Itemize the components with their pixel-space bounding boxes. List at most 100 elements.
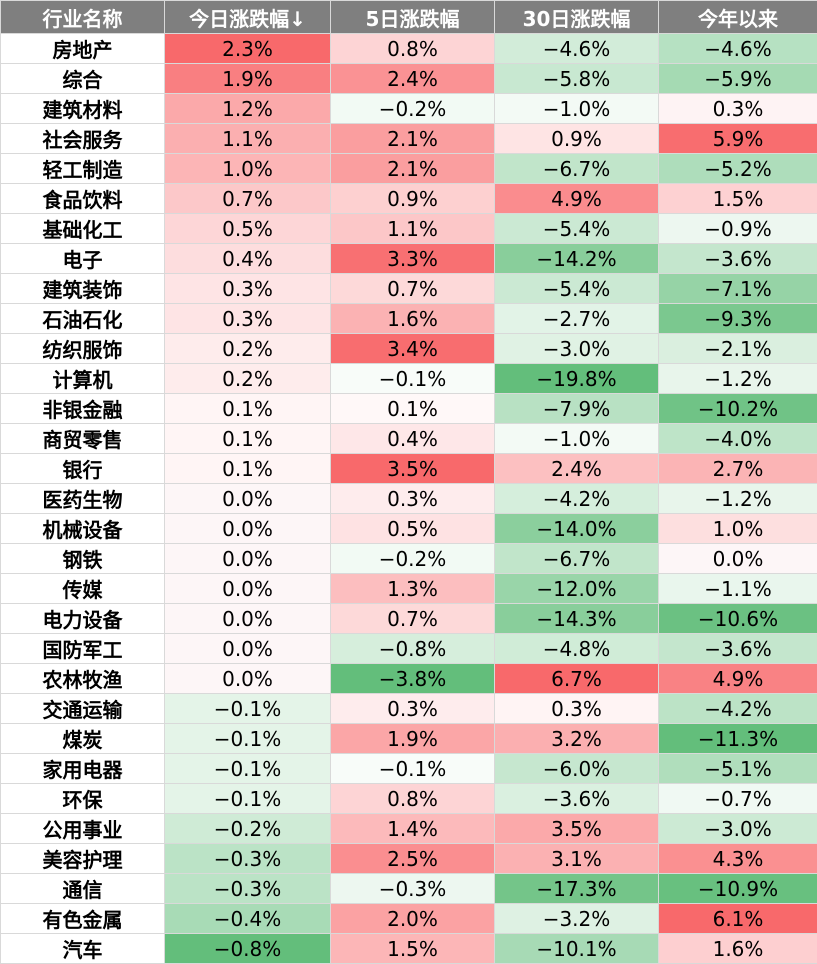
ytd-change-cell: −10.6% [659, 604, 817, 634]
column-header-year-to-date[interactable]: 今年以来 [659, 1, 817, 34]
30-day-change-cell: 0.3% [495, 694, 659, 724]
industry-name-cell: 综合 [1, 64, 165, 94]
today-change-cell: 0.1% [165, 454, 331, 484]
today-change-cell: 0.0% [165, 664, 331, 694]
5-day-change-cell: 1.5% [331, 934, 495, 964]
ytd-change-cell: −5.2% [659, 154, 817, 184]
30-day-change-cell: 2.4% [495, 454, 659, 484]
ytd-change-cell: −4.6% [659, 34, 817, 64]
5-day-change-cell: −0.2% [331, 94, 495, 124]
5-day-change-cell: 0.9% [331, 184, 495, 214]
table-row: 有色金属−0.4%2.0%−3.2%6.1% [1, 904, 817, 934]
today-change-cell: −0.8% [165, 934, 331, 964]
table-row: 交通运输−0.1%0.3%0.3%−4.2% [1, 694, 817, 724]
industry-name-cell: 建筑装饰 [1, 274, 165, 304]
column-header-industry-name: 行业名称 [1, 1, 165, 34]
ytd-change-cell: −1.2% [659, 364, 817, 394]
header-row: 行业名称 今日涨跌幅↓ 5日涨跌幅 30日涨跌幅 今年以来 [1, 1, 817, 34]
industry-name-cell: 房地产 [1, 34, 165, 64]
today-change-cell: 0.3% [165, 274, 331, 304]
30-day-change-cell: −14.0% [495, 514, 659, 544]
column-header-30-day-change[interactable]: 30日涨跌幅 [495, 1, 659, 34]
today-change-cell: 0.0% [165, 544, 331, 574]
industry-name-cell: 食品饮料 [1, 184, 165, 214]
industry-name-cell: 美容护理 [1, 844, 165, 874]
5-day-change-cell: 0.7% [331, 604, 495, 634]
ytd-change-cell: −3.0% [659, 814, 817, 844]
column-header-5-day-change[interactable]: 5日涨跌幅 [331, 1, 495, 34]
5-day-change-cell: 1.1% [331, 214, 495, 244]
ytd-change-cell: 5.9% [659, 124, 817, 154]
30-day-change-cell: −12.0% [495, 574, 659, 604]
30-day-change-cell: 3.5% [495, 814, 659, 844]
ytd-change-cell: −5.1% [659, 754, 817, 784]
30-day-change-cell: −17.3% [495, 874, 659, 904]
today-change-cell: 0.0% [165, 634, 331, 664]
industry-name-cell: 银行 [1, 454, 165, 484]
today-change-cell: −0.2% [165, 814, 331, 844]
today-change-cell: −0.4% [165, 904, 331, 934]
5-day-change-cell: 3.5% [331, 454, 495, 484]
ytd-change-cell: −3.6% [659, 244, 817, 274]
5-day-change-cell: 0.8% [331, 34, 495, 64]
30-day-change-cell: 3.2% [495, 724, 659, 754]
5-day-change-cell: 2.1% [331, 154, 495, 184]
industry-name-cell: 有色金属 [1, 904, 165, 934]
5-day-change-cell: 1.3% [331, 574, 495, 604]
ytd-change-cell: −4.0% [659, 424, 817, 454]
5-day-change-cell: 1.6% [331, 304, 495, 334]
5-day-change-cell: 1.4% [331, 814, 495, 844]
ytd-change-cell: −11.3% [659, 724, 817, 754]
30-day-change-cell: −1.0% [495, 94, 659, 124]
5-day-change-cell: 0.1% [331, 394, 495, 424]
5-day-change-cell: 3.4% [331, 334, 495, 364]
industry-name-cell: 社会服务 [1, 124, 165, 154]
ytd-change-cell: −9.3% [659, 304, 817, 334]
industry-name-cell: 建筑材料 [1, 94, 165, 124]
ytd-change-cell: −3.6% [659, 634, 817, 664]
5-day-change-cell: 2.4% [331, 64, 495, 94]
5-day-change-cell: 2.1% [331, 124, 495, 154]
today-change-cell: −0.1% [165, 724, 331, 754]
5-day-change-cell: 0.4% [331, 424, 495, 454]
industry-name-cell: 钢铁 [1, 544, 165, 574]
industry-name-cell: 国防军工 [1, 634, 165, 664]
ytd-change-cell: 6.1% [659, 904, 817, 934]
ytd-change-cell: −10.9% [659, 874, 817, 904]
30-day-change-cell: −6.7% [495, 544, 659, 574]
column-header-today-change[interactable]: 今日涨跌幅↓ [165, 1, 331, 34]
5-day-change-cell: −0.8% [331, 634, 495, 664]
industry-name-cell: 煤炭 [1, 724, 165, 754]
30-day-change-cell: −4.6% [495, 34, 659, 64]
ytd-change-cell: 0.0% [659, 544, 817, 574]
30-day-change-cell: −14.2% [495, 244, 659, 274]
5-day-change-cell: 0.8% [331, 784, 495, 814]
today-change-cell: −0.3% [165, 874, 331, 904]
30-day-change-cell: −5.4% [495, 214, 659, 244]
30-day-change-cell: −6.0% [495, 754, 659, 784]
table-row: 环保−0.1%0.8%−3.6%−0.7% [1, 784, 817, 814]
table-row: 通信−0.3%−0.3%−17.3%−10.9% [1, 874, 817, 904]
today-change-cell: −0.3% [165, 844, 331, 874]
industry-name-cell: 家用电器 [1, 754, 165, 784]
30-day-change-cell: −3.0% [495, 334, 659, 364]
today-change-cell: 1.1% [165, 124, 331, 154]
today-change-cell: 0.7% [165, 184, 331, 214]
today-change-cell: 0.0% [165, 484, 331, 514]
today-change-cell: −0.1% [165, 694, 331, 724]
industry-name-cell: 计算机 [1, 364, 165, 394]
industry-name-cell: 传媒 [1, 574, 165, 604]
today-change-cell: 0.0% [165, 574, 331, 604]
table-row: 美容护理−0.3%2.5%3.1%4.3% [1, 844, 817, 874]
30-day-change-cell: −10.1% [495, 934, 659, 964]
industry-name-cell: 基础化工 [1, 214, 165, 244]
table-row: 煤炭−0.1%1.9%3.2%−11.3% [1, 724, 817, 754]
